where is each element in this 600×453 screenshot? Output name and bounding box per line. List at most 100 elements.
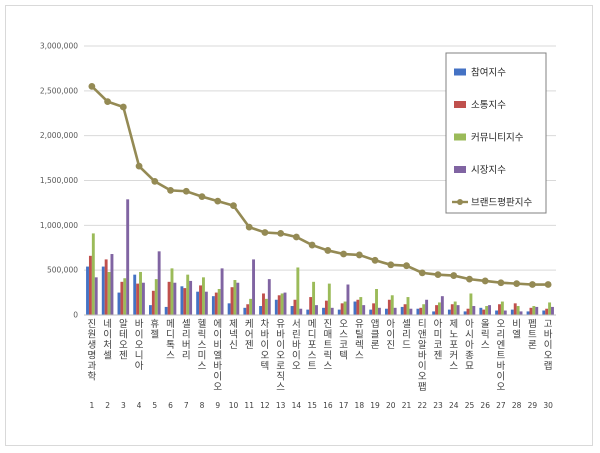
x-category-number: 18 [355,401,365,410]
x-category-label: 포 [308,340,317,351]
bar [346,284,350,315]
bar [136,283,140,315]
line-point [418,269,426,277]
x-category-label: 론 [528,340,537,351]
x-category-number: 2 [105,401,110,410]
x-category-label: 유 [276,319,285,330]
bar [139,271,142,315]
bar [230,287,234,315]
x-category-label: 이 [213,330,222,341]
x-category-label: 이 [135,330,144,341]
x-category-label: 이 [386,330,395,341]
bar [516,306,520,315]
line-point [119,103,127,111]
x-category-label: 알 [418,340,427,351]
x-category-label: 비 [512,319,521,330]
x-category-label: 스 [449,361,458,372]
x-category-label: 아 [386,319,395,330]
bar [167,281,171,315]
x-category-label: 스 [276,382,285,393]
bar [400,306,404,315]
bar [469,293,473,315]
bar [510,309,514,315]
y-tick-label: 1,000,000 [40,221,78,230]
x-category-label: 비 [213,340,222,351]
bar [107,271,111,315]
x-category-label: 헬 [198,319,207,330]
bar [86,266,89,315]
bar [101,266,105,315]
x-category-label: 스 [323,361,332,372]
y-tick-label: 2,500,000 [40,86,78,95]
x-category-label: 트 [323,340,332,351]
bar [204,291,208,315]
legend-swatch [454,68,466,76]
bar [296,267,300,315]
x-category-label: 디 [308,330,317,341]
line-point [497,279,505,287]
bar [170,268,174,315]
bar [545,308,549,315]
legend-label: 커뮤니티지수 [471,133,524,144]
bar [375,288,378,315]
x-category-number: 11 [244,401,254,410]
chart-frame: 0 500,000 1,000,000 1,500,000 2,000,000 2,500… [5,5,593,446]
x-category-label: 휴 [150,319,159,330]
x-category-number: 23 [433,401,443,410]
bar [422,304,426,315]
x-category-label: 메 [308,319,317,330]
x-category-label: 니 [135,351,144,362]
x-category-label: 바 [292,340,301,351]
x-category-number: 22 [417,401,427,410]
x-category-label: 에 [213,319,222,330]
x-category-number: 26 [480,401,490,410]
bar [416,308,420,315]
x-category-number: 15 [307,401,317,410]
bar [485,306,489,315]
x-category-label: 스 [198,361,207,372]
x-category-label: 오 [418,372,427,383]
x-category-label: 바 [418,351,427,362]
bar [385,308,388,315]
x-category-label: 랩 [544,360,553,372]
axes: 0 500,000 1,000,000 1,500,000 2,000,000 2,500… [40,42,556,410]
bars [86,199,554,315]
bar [252,259,255,315]
line-series [88,82,552,288]
x-category-label: 유 [355,319,364,330]
x-category-label: 젤 [150,329,159,341]
x-category-label: 오 [497,319,506,330]
line-point [308,241,316,249]
x-category-number: 20 [386,401,396,410]
x-category-label: 이 [418,361,427,372]
x-category-label: 노 [449,330,458,341]
x-category-label: 스 [355,351,364,362]
x-category-number: 16 [323,401,333,410]
x-category-label: 팹 [418,382,427,393]
bar [409,308,413,315]
bar [104,259,108,315]
x-category-number: 10 [229,401,239,410]
bar [498,304,501,315]
x-category-number: 29 [528,401,538,410]
x-category-label: 스 [308,351,317,362]
x-category-label: 트 [308,361,317,372]
x-category-label: 셀 [402,319,411,330]
bar [393,307,397,315]
x-category-label: 어 [245,330,254,341]
x-category-label: 명 [87,351,96,362]
x-category-label: 리 [182,351,191,362]
x-category-label: 톡 [166,340,175,351]
x-category-label: 진 [323,319,332,330]
line-point [245,223,253,231]
x-category-number: 7 [184,401,189,410]
line-point [277,230,285,237]
x-category-label: 시 [465,330,474,341]
bar [88,255,92,315]
bar [330,307,334,315]
x-category-label: 네 [103,319,112,330]
brand-reputation-chart: 0 500,000 1,000,000 1,500,000 2,000,000 2,500… [40,42,556,410]
x-category-label: 트 [528,330,537,341]
bar [164,306,168,315]
